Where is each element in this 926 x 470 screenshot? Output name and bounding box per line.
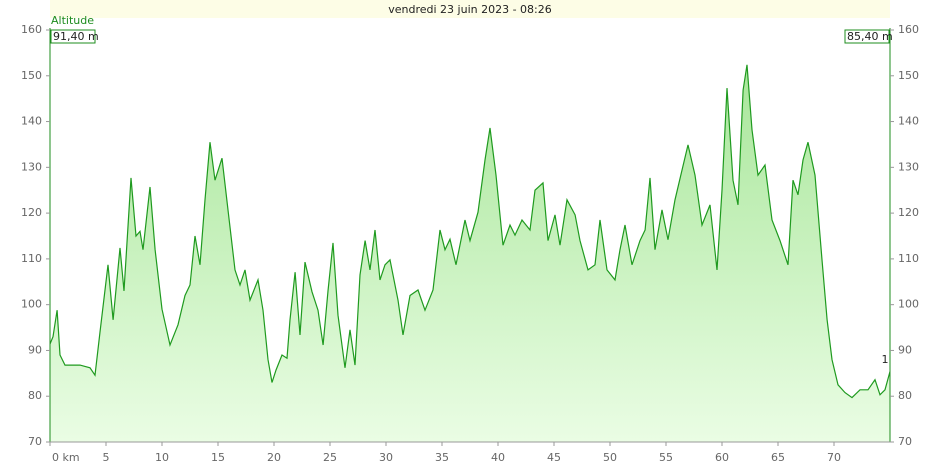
end-label: 85,40 m (847, 30, 893, 43)
x-tick-label: 65 (771, 451, 785, 464)
x-tick-label: 55 (659, 451, 673, 464)
y2-tick-label: 130 (898, 160, 919, 173)
x-tick-label: 35 (435, 451, 449, 464)
y-tick-label: 140 (21, 115, 42, 128)
x-tick-label: 20 (267, 451, 281, 464)
x-tick-label: 10 (155, 451, 169, 464)
x-tick-label: 40 (491, 451, 505, 464)
y-tick-label: 160 (21, 23, 42, 36)
end-box (844, 29, 890, 44)
elevation-line (49, 64, 891, 399)
y-tick-label: 80 (28, 389, 42, 402)
y2-tick-label: 110 (898, 252, 919, 265)
y2-tick-label: 150 (898, 69, 919, 82)
y-tick-label: 120 (21, 206, 42, 219)
annotation: 1 (882, 353, 889, 366)
x-tick-label: 15 (211, 451, 225, 464)
start-label: 91,40 m (53, 30, 99, 43)
y2-tick-label: 120 (898, 206, 919, 219)
x-tick-label: 25 (323, 451, 337, 464)
y-axis-label: Altitude (51, 14, 94, 27)
y2-tick-label: 90 (898, 343, 912, 356)
x-tick-label: 70 (827, 451, 841, 464)
y2-tick-label: 100 (898, 298, 919, 311)
x-tick-label: 45 (547, 451, 561, 464)
x-tick-label: 50 (603, 451, 617, 464)
start-box (50, 29, 96, 44)
y2-tick-label: 70 (898, 435, 912, 448)
y2-tick-label: 80 (898, 389, 912, 402)
y-tick-label: 90 (28, 343, 42, 356)
y-tick-label: 110 (21, 252, 42, 265)
x-tick-label: 60 (715, 451, 729, 464)
y2-tick-label: 160 (898, 23, 919, 36)
x-tick-label: 5 (103, 451, 110, 464)
y-tick-label: 70 (28, 435, 42, 448)
y-tick-label: 100 (21, 298, 42, 311)
area-fill (50, 64, 890, 443)
x-tick-label: 0 km (52, 451, 80, 464)
title-band (50, 0, 890, 18)
y-tick-label: 150 (21, 69, 42, 82)
chart-title: vendredi 23 juin 2023 - 08:26 (388, 3, 552, 16)
x-tick-label: 30 (379, 451, 393, 464)
y-tick-label: 130 (21, 160, 42, 173)
y2-tick-label: 140 (898, 115, 919, 128)
